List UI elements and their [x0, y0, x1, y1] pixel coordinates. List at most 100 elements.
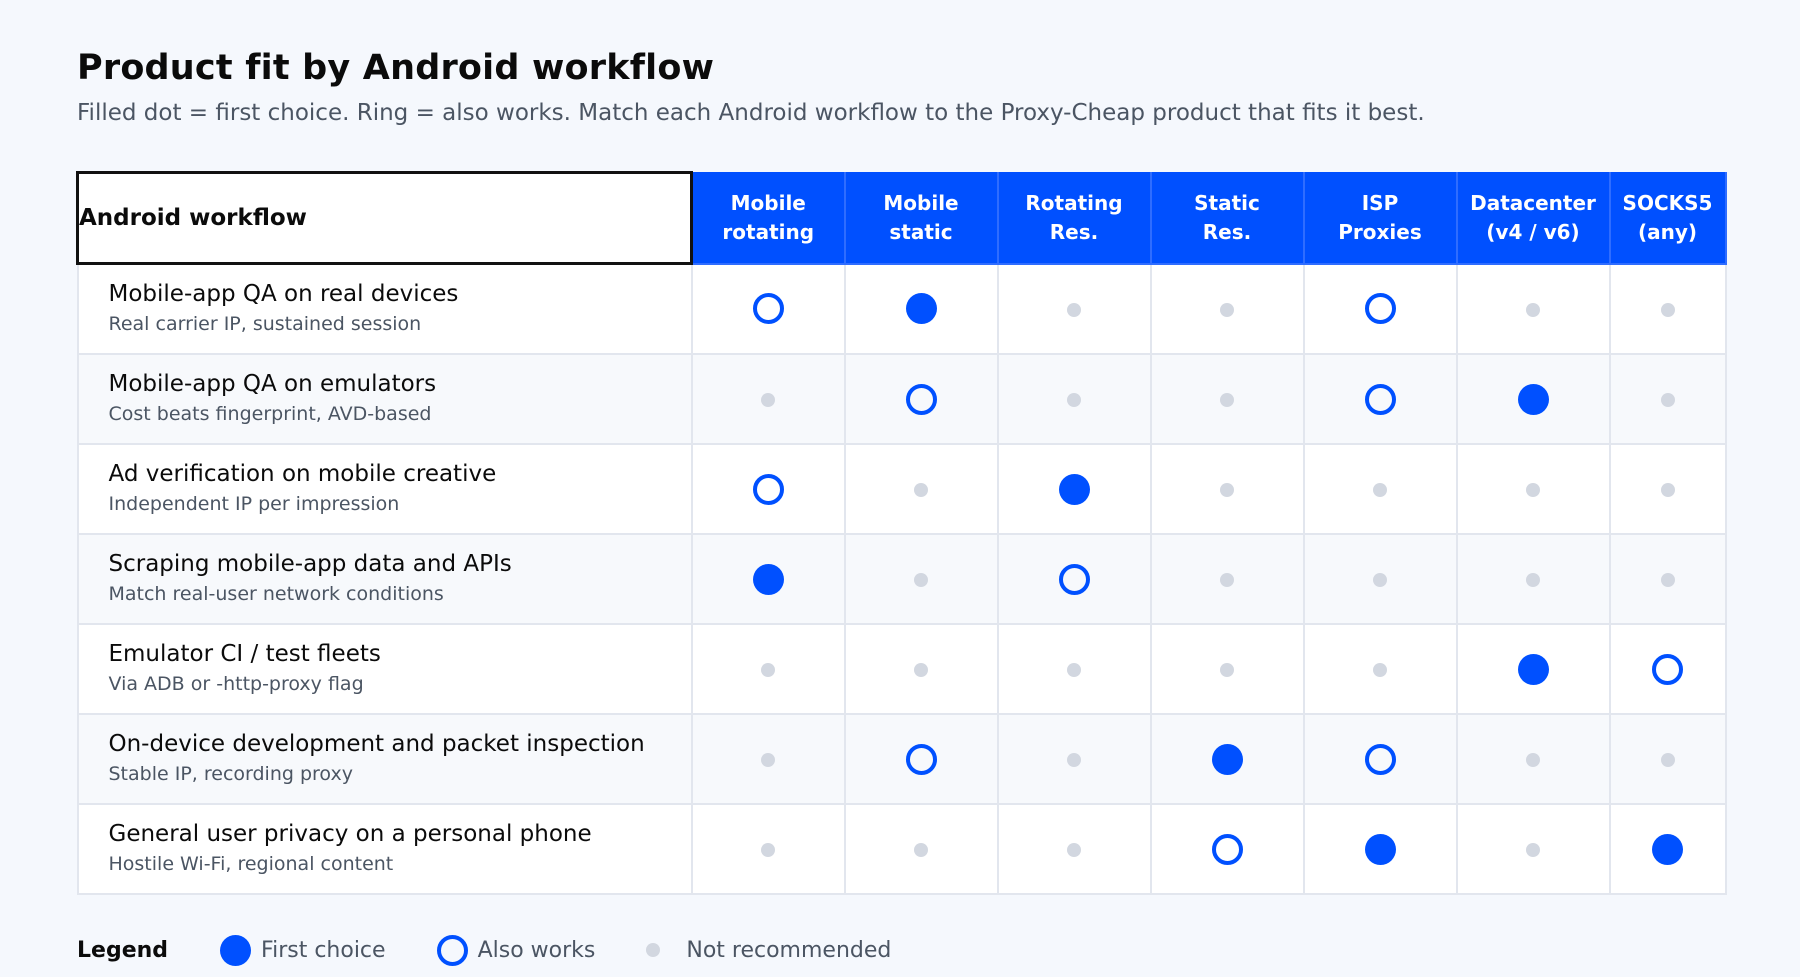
workflow-cell: Mobile-app QA on real devices Real carrie…: [76, 262, 693, 355]
fit-cell: [843, 803, 999, 895]
ring-icon: [1364, 293, 1396, 325]
filled-dot-icon: [1364, 833, 1396, 865]
gray-dot-icon: [1660, 573, 1675, 587]
matrix-body: Mobile-app QA on real devices Real carrie…: [76, 262, 1727, 895]
table-row: General user privacy on a personal phone…: [76, 803, 1727, 895]
fit-cell: [1302, 713, 1458, 805]
gray-dot-icon: [1373, 573, 1387, 587]
gray-dot-icon: [1526, 843, 1540, 857]
filled-dot-icon: [1211, 743, 1243, 775]
gray-dot-icon: [1660, 483, 1675, 497]
product-header-line: ISP: [1361, 191, 1399, 215]
product-header-rotating-residential: Rotating Res.: [996, 171, 1152, 265]
gray-dot-icon: [1220, 483, 1234, 497]
fit-cell: [1149, 803, 1305, 895]
filled-dot-icon: [1652, 833, 1683, 865]
table-row: On-device development and packet inspect…: [76, 713, 1727, 805]
ring-icon: [905, 383, 937, 415]
ring-icon: [436, 934, 468, 966]
fit-cell: [996, 533, 1152, 625]
product-header-line: Res.: [1202, 220, 1252, 244]
table-row: Ad verification on mobile creative Indepe…: [76, 443, 1727, 535]
gray-dot-icon: [1526, 483, 1540, 497]
workflow-name: Mobile-app QA on emulators: [108, 371, 437, 397]
ring-icon: [1364, 743, 1396, 775]
fit-cell: [690, 353, 846, 445]
legend-label: First choice: [261, 937, 386, 963]
workflow-note: Independent IP per impression: [108, 493, 400, 515]
product-header-line: Proxies: [1338, 220, 1422, 244]
fit-cell: [1455, 803, 1611, 895]
product-header-static-residential: Static Res.: [1149, 171, 1305, 265]
gray-dot-icon: [914, 843, 928, 857]
fit-cell: [1608, 803, 1727, 895]
gray-dot-icon: [914, 483, 928, 497]
workflow-name: Ad verification on mobile creative: [108, 461, 497, 487]
ring-icon: [1211, 833, 1243, 865]
fit-cell: [1302, 443, 1458, 535]
gray-dot-icon: [1373, 483, 1387, 497]
page-title: Product fit by Android workflow: [77, 48, 715, 88]
gray-dot-icon: [1067, 753, 1081, 767]
workflow-cell: Scraping mobile-app data and APIs Match r…: [76, 533, 693, 625]
gray-dot-icon: [1067, 663, 1081, 677]
fit-cell: [843, 262, 999, 355]
fit-cell: [1455, 533, 1611, 625]
product-header-socks5: SOCKS5 (any): [1608, 171, 1727, 265]
table-row: Scraping mobile-app data and APIs Match r…: [76, 533, 1727, 625]
gray-dot-icon: [1220, 393, 1234, 407]
workflow-note: Match real-user network conditions: [108, 583, 444, 605]
fit-cell: [1608, 353, 1727, 445]
product-header-line: static: [889, 220, 953, 244]
workflow-note: Via ADB or -http-proxy flag: [108, 673, 364, 695]
ring-icon: [1364, 383, 1396, 415]
fit-cell: [843, 713, 999, 805]
fit-cell: [996, 353, 1152, 445]
legend-item-not-recommended: Not recommended: [646, 938, 891, 963]
gray-dot-icon: [1526, 753, 1540, 767]
fit-cell: [1455, 443, 1611, 535]
workflow-cell: Mobile-app QA on emulators Cost beats fin…: [76, 353, 693, 445]
fit-cell: [1149, 713, 1305, 805]
fit-cell: [996, 262, 1152, 355]
fit-cell: [1455, 713, 1611, 805]
fit-cell: [843, 623, 999, 715]
filled-dot-icon: [1058, 473, 1090, 505]
fit-cell: [1149, 353, 1305, 445]
gray-dot-icon: [761, 843, 775, 857]
legend-label: Not recommended: [686, 937, 892, 963]
table-row: Emulator CI / test fleets Via ADB or -htt…: [76, 623, 1727, 715]
fit-cell: [843, 533, 999, 625]
fit-cell: [1455, 262, 1611, 355]
workflow-name: General user privacy on a personal phone: [108, 821, 592, 847]
legend-label: Also works: [477, 937, 596, 963]
header-row: Android workflow Mobile rotating Mobile …: [76, 171, 1727, 265]
product-header-line: Res.: [1049, 220, 1099, 244]
ring-icon: [752, 293, 784, 325]
gray-dot-icon: [1067, 302, 1081, 317]
fit-cell: [690, 443, 846, 535]
fit-cell: [1455, 353, 1611, 445]
gray-dot-icon: [761, 393, 775, 407]
fit-cell: [1608, 262, 1727, 355]
filled-dot-icon: [905, 293, 937, 325]
legend-item-also-works: Also works: [436, 934, 596, 966]
filled-dot-icon: [1517, 383, 1549, 415]
gray-dot-icon: [1660, 393, 1675, 407]
gray-dot-icon: [1373, 663, 1387, 677]
gray-dot-icon: [914, 573, 928, 587]
fit-cell: [1302, 353, 1458, 445]
gray-dot-icon: [1526, 302, 1540, 317]
fit-cell: [1608, 533, 1727, 625]
product-header-isp-proxies: ISP Proxies: [1302, 171, 1458, 265]
product-header-line: Mobile: [883, 191, 959, 215]
gray-dot-icon: [761, 663, 775, 677]
fit-cell: [1455, 623, 1611, 715]
workflow-note: Cost beats fingerprint, AVD-based: [108, 403, 432, 425]
filled-dot-icon: [1517, 653, 1549, 685]
workflow-note: Stable IP, recording proxy: [108, 763, 353, 785]
table-row: Mobile-app QA on emulators Cost beats fin…: [76, 353, 1727, 445]
workflow-cell: Emulator CI / test fleets Via ADB or -htt…: [76, 623, 693, 715]
product-header-mobile-rotating: Mobile rotating: [690, 171, 846, 265]
